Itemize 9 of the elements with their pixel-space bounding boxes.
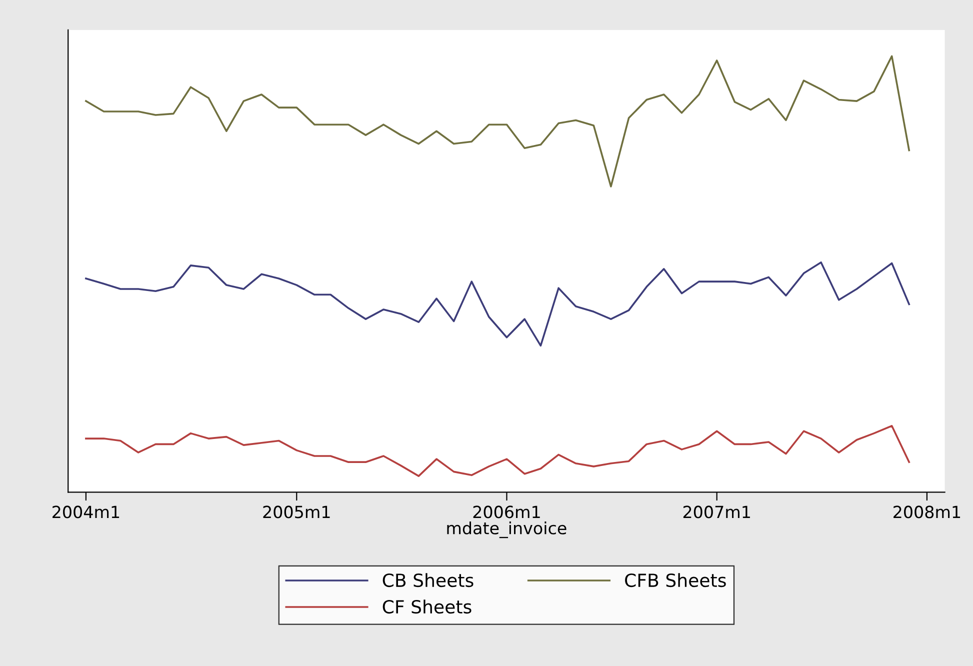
x-tick-label: 2006m1 (473, 506, 540, 518)
x-axis-title: mdate_invoice (447, 522, 566, 538)
legend-label: CF Sheets (382, 600, 472, 614)
legend-label: CFB Sheets (625, 573, 726, 588)
x-tick-label: 2007m1 (683, 506, 750, 518)
x-tick-label: 2008m1 (894, 506, 960, 518)
x-tick-label: 2005m1 (263, 506, 330, 518)
legend-label: CB Sheets (382, 573, 474, 588)
x-tick-label: 2004m1 (52, 506, 120, 518)
